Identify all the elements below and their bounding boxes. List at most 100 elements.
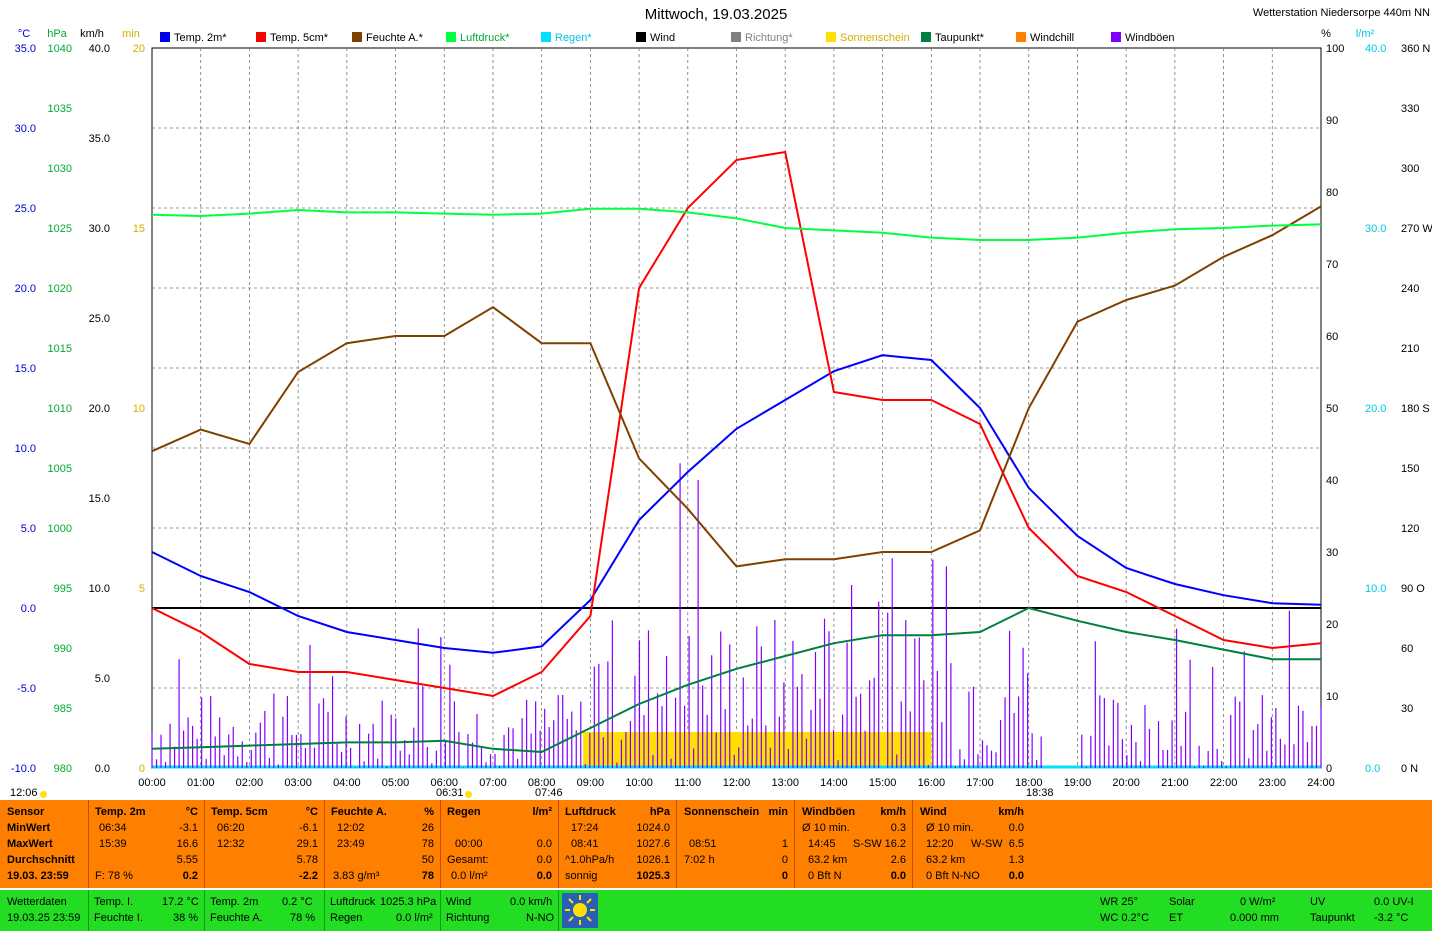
stats-current: 0.0	[890, 870, 906, 882]
x-tick-label: 13:00	[771, 777, 799, 789]
current-temp-2m: 0.2 °C	[282, 896, 313, 908]
x-tick-label: 10:00	[625, 777, 653, 789]
y-tick-humidity: 80	[1326, 187, 1338, 199]
y-tick-wind: 20.0	[89, 403, 110, 415]
stats-rain-time: 00:00	[455, 838, 483, 850]
legend-label: Luftdruck*	[460, 32, 510, 44]
x-tick-label: 02:00	[236, 777, 264, 789]
legend-item: Taupunkt*	[921, 32, 984, 44]
stats-unit: l/m²	[532, 806, 552, 818]
legend-item: Regen*	[541, 32, 592, 44]
y-tick-direction: 60	[1401, 643, 1413, 655]
y-tick-humidity: 20	[1326, 619, 1338, 631]
stats-unit: %	[424, 806, 434, 818]
y-tick-humidity: 70	[1326, 259, 1338, 271]
stats-col-wind: Wind km/h Ø 10 min. 0.0 12:20 W-SW 6.5 63.2 …	[913, 800, 1030, 888]
stats-current: 0.0	[536, 870, 552, 882]
x-tick-label: 05:00	[382, 777, 410, 789]
x-tick-label: 01:00	[187, 777, 215, 789]
legend-item: Temp. 5cm*	[256, 32, 328, 44]
legend-swatch	[256, 32, 266, 42]
y-tick-temp: 30.0	[15, 123, 36, 135]
stats-header: Temp. 5cm	[211, 806, 268, 818]
stats-max-time: 12:32	[217, 838, 245, 850]
stats-current: 0	[781, 870, 788, 882]
stats-unit: °C	[185, 806, 198, 818]
y-tick-temp: 0.0	[21, 603, 36, 615]
legend-item: Windchill	[1016, 32, 1074, 44]
legend-swatch	[826, 32, 836, 42]
stats-unit: hPa	[649, 806, 670, 818]
legend-item: Windböen	[1111, 32, 1175, 44]
current-label: ET	[1169, 912, 1184, 924]
y-tick-pressure: 990	[54, 643, 72, 655]
y-tick-temp: -10.0	[11, 763, 36, 775]
x-tick-label: 14:00	[820, 777, 848, 789]
y-tick-rain: 40.0	[1365, 43, 1386, 55]
x-tick-label: 11:00	[674, 777, 701, 789]
stats-max-dir: W-SW	[971, 838, 1003, 850]
current-rain: 0.0 l/m²	[396, 912, 433, 924]
stats-col-temp5cm: Temp. 5cm °C 06:20 -6.1 12:32 29.1 5.78 -2.…	[205, 800, 324, 888]
sunny-icon	[562, 893, 598, 928]
y-tick-pressure: 1015	[48, 343, 72, 355]
y-tick-wind: 35.0	[89, 133, 110, 145]
stats-min-time: 12:02	[337, 822, 365, 834]
y-tick-wind: 10.0	[89, 583, 110, 595]
stats-sun-time: 08:51	[689, 838, 717, 850]
current-wind-direction: N-NO	[526, 912, 555, 924]
y-tick-humidity: 40	[1326, 475, 1338, 487]
stats-avg-label: Ø 10 min.	[802, 822, 850, 834]
stats-header: Regen	[447, 806, 481, 818]
axis-unit-sun: min	[122, 28, 140, 40]
current-label: Feuchte I.	[94, 912, 143, 924]
stats-unit: °C	[305, 806, 318, 818]
x-tick-label: 04:00	[333, 777, 361, 789]
y-tick-humidity: 100	[1326, 43, 1344, 55]
stats-cur-label: F: 78 %	[95, 870, 133, 882]
y-tick-direction: 0 N	[1401, 763, 1418, 775]
y-tick-direction: 120	[1401, 523, 1419, 535]
series-line	[151, 354, 1322, 654]
stats-cur-label: sonnig	[565, 870, 598, 882]
stats-max: 16.2	[884, 838, 906, 850]
legend-label: Feuchte A.*	[366, 32, 423, 44]
stats-header: Windböen	[802, 806, 856, 818]
stats-current: 1025.3	[636, 870, 670, 882]
current-humidity-outdoor: 78 %	[290, 912, 316, 924]
axis-unit-temp: °C	[18, 28, 30, 40]
stats-max: 1027.6	[636, 838, 670, 850]
y-tick-humidity: 60	[1326, 331, 1338, 343]
x-tick-label: 24:00	[1307, 777, 1335, 789]
legend-item: Sonnenschein	[826, 32, 910, 44]
stats-col-sunshine: Sonnenschein min 08:51 1 7:02 h 0 0	[677, 800, 794, 888]
x-tick-label: 08:00	[528, 777, 556, 789]
stats-trend: ^1.0hPa/h	[565, 854, 615, 866]
current-label: Regen	[330, 912, 363, 924]
current-temp-indoor: 17.2 °C	[162, 896, 199, 908]
sun-dot-icon	[465, 791, 472, 798]
statistics-panel: Sensor MinWert MaxWert Durchschnitt 19.0…	[0, 800, 1432, 888]
y-tick-sun: 0	[139, 763, 145, 775]
stats-label-avg: Durchschnitt	[7, 854, 75, 866]
y-tick-direction: 300	[1401, 163, 1419, 175]
stats-avg-label: Ø 10 min.	[926, 822, 974, 834]
y-tick-pressure: 1000	[48, 523, 72, 535]
stats-header: Luftdruck	[565, 806, 616, 818]
legend-label: Windchill	[1030, 32, 1075, 44]
y-tick-pressure: 1020	[48, 283, 72, 295]
legend-swatch	[160, 32, 170, 42]
stats-header: Sonnenschein	[684, 806, 760, 818]
sun-dot-icon	[40, 791, 47, 798]
current-title: Wetterdaten	[7, 896, 67, 908]
y-tick-pressure: 1035	[48, 103, 72, 115]
y-tick-pressure: 980	[54, 763, 72, 775]
current-label: Temp. 2m	[210, 896, 259, 908]
y-tick-humidity: 30	[1326, 547, 1338, 559]
y-tick-humidity: 90	[1326, 115, 1338, 127]
stats-max: 16.6	[176, 838, 198, 850]
x-tick-label: 19:00	[1064, 777, 1092, 789]
stats-unit: min	[768, 806, 788, 818]
stats-min-time: 06:20	[217, 822, 245, 834]
stats-sun-total-label: 7:02 h	[684, 854, 715, 866]
